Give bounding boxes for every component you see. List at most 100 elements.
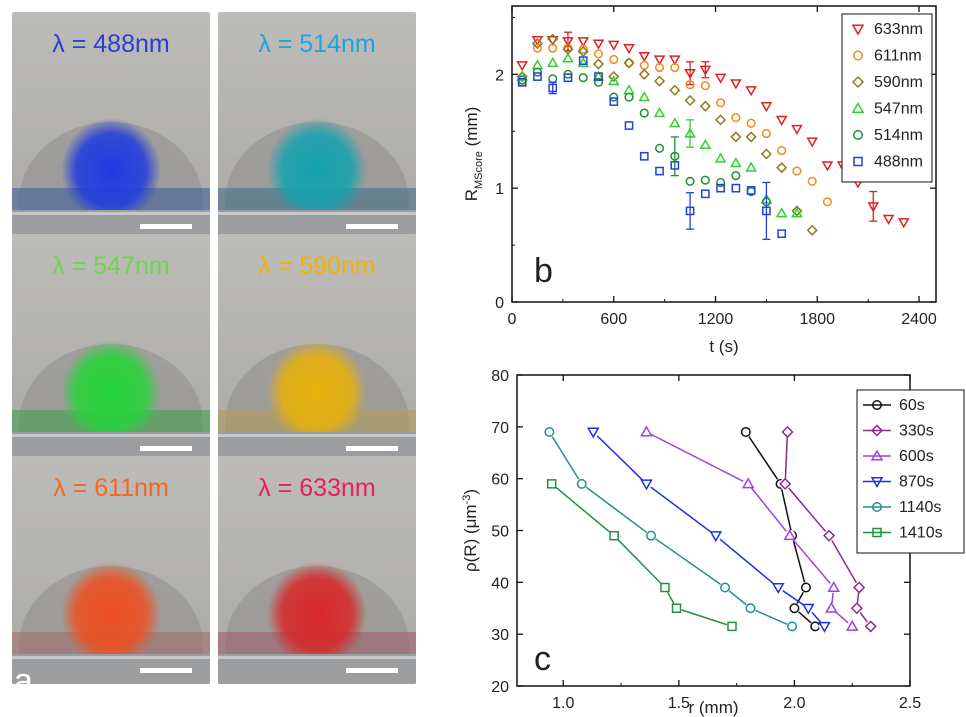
data-point <box>714 152 727 163</box>
y-axis-label-unit: (mm) <box>462 107 481 151</box>
legend-label: 514nm <box>874 127 923 144</box>
data-point <box>669 84 681 96</box>
data-point <box>700 81 710 91</box>
data-point <box>806 137 818 148</box>
legend-marker <box>851 101 865 113</box>
legend-label: 488nm <box>874 154 923 171</box>
data-point <box>760 193 773 204</box>
scale-bar <box>140 446 192 451</box>
y-axis-label-close: ) <box>461 489 480 495</box>
data-point <box>516 71 528 83</box>
data-point <box>531 36 544 47</box>
data-point <box>639 151 649 161</box>
data-point <box>684 69 696 80</box>
y-tick-label: 30 <box>491 627 509 644</box>
marker-bg <box>608 530 620 542</box>
data-point <box>864 620 877 633</box>
data-point <box>669 117 681 128</box>
data-point <box>775 478 786 489</box>
data-point <box>546 56 559 68</box>
data-point <box>791 207 803 218</box>
data-point <box>760 102 773 113</box>
y-tick-label: 0 <box>495 295 504 312</box>
data-point <box>638 68 650 80</box>
data-point <box>592 70 605 81</box>
series-633nm <box>516 31 910 229</box>
x-tick-label: 0 <box>508 311 517 328</box>
data-point <box>576 478 587 489</box>
data-point <box>740 427 751 438</box>
marker-bg <box>640 426 652 438</box>
panel-b-letter: b <box>534 252 553 290</box>
data-point <box>609 92 619 102</box>
legend-box <box>856 389 965 554</box>
marker-bg <box>659 582 671 594</box>
data-point <box>821 161 834 172</box>
data-point <box>852 178 864 189</box>
y-axis-label-sub: MScore <box>473 151 485 189</box>
data-point <box>531 38 544 50</box>
series-line <box>745 431 816 627</box>
data-point <box>623 84 635 95</box>
data-point <box>685 206 695 216</box>
marker-bg <box>853 582 865 594</box>
data-point <box>517 77 527 87</box>
data-point <box>640 425 653 437</box>
scale-bar <box>140 668 192 673</box>
photo-4: λ = 611nm <box>12 456 210 684</box>
x-axis-label: t (s) <box>709 337 738 356</box>
data-point <box>781 425 794 439</box>
series-870s <box>586 426 831 633</box>
data-point <box>709 531 723 543</box>
legend-marker <box>870 477 884 489</box>
data-point <box>730 79 742 90</box>
data-point <box>592 58 605 70</box>
droplet-image <box>12 234 210 462</box>
marker-bg <box>786 620 798 632</box>
data-point <box>810 621 821 632</box>
data-point <box>792 166 802 176</box>
data-point <box>654 143 665 153</box>
data-point <box>699 65 712 76</box>
legend-marker <box>872 400 882 410</box>
data-point <box>516 70 528 81</box>
photo-wavelength-label: λ = 611nm <box>53 474 169 502</box>
data-point <box>562 43 574 55</box>
series-330s <box>779 425 877 633</box>
data-point <box>623 57 635 69</box>
legend-label: 1410s <box>899 525 943 542</box>
marker-bg <box>788 602 800 614</box>
legend-label: 633nm <box>874 21 923 38</box>
chart-b-axes: 0 600 1200 1800 2400 0 1 2 t (s) RMScore (mm) 633n… <box>462 5 937 356</box>
marker-bg <box>800 582 812 594</box>
legend-marker <box>851 75 865 89</box>
data-point <box>609 530 619 541</box>
data-point <box>607 40 620 51</box>
legend-marker <box>870 424 884 437</box>
data-point <box>789 603 800 614</box>
data-point <box>531 59 544 70</box>
marker-bg <box>742 478 754 490</box>
data-point <box>624 58 634 68</box>
x-tick-label: 1.5 <box>668 695 690 712</box>
y-tick-label: 1 <box>495 181 504 198</box>
data-point <box>624 121 634 130</box>
data-point <box>762 206 771 216</box>
data-point <box>731 112 741 123</box>
y-tick-label: 50 <box>491 524 509 541</box>
legend-label: 60s <box>899 397 925 414</box>
data-point <box>775 115 788 126</box>
data-point <box>807 176 817 186</box>
marker-bg <box>781 426 793 438</box>
data-point <box>771 583 785 595</box>
data-point <box>775 207 788 218</box>
marker-bg <box>775 478 787 490</box>
data-point <box>562 52 574 63</box>
scale-bar <box>140 224 192 229</box>
scale-bar <box>346 446 398 451</box>
data-point <box>845 619 859 631</box>
data-point <box>671 603 682 613</box>
photo-0: λ = 488nm <box>12 12 210 240</box>
data-point <box>745 86 757 97</box>
data-point <box>653 75 666 87</box>
